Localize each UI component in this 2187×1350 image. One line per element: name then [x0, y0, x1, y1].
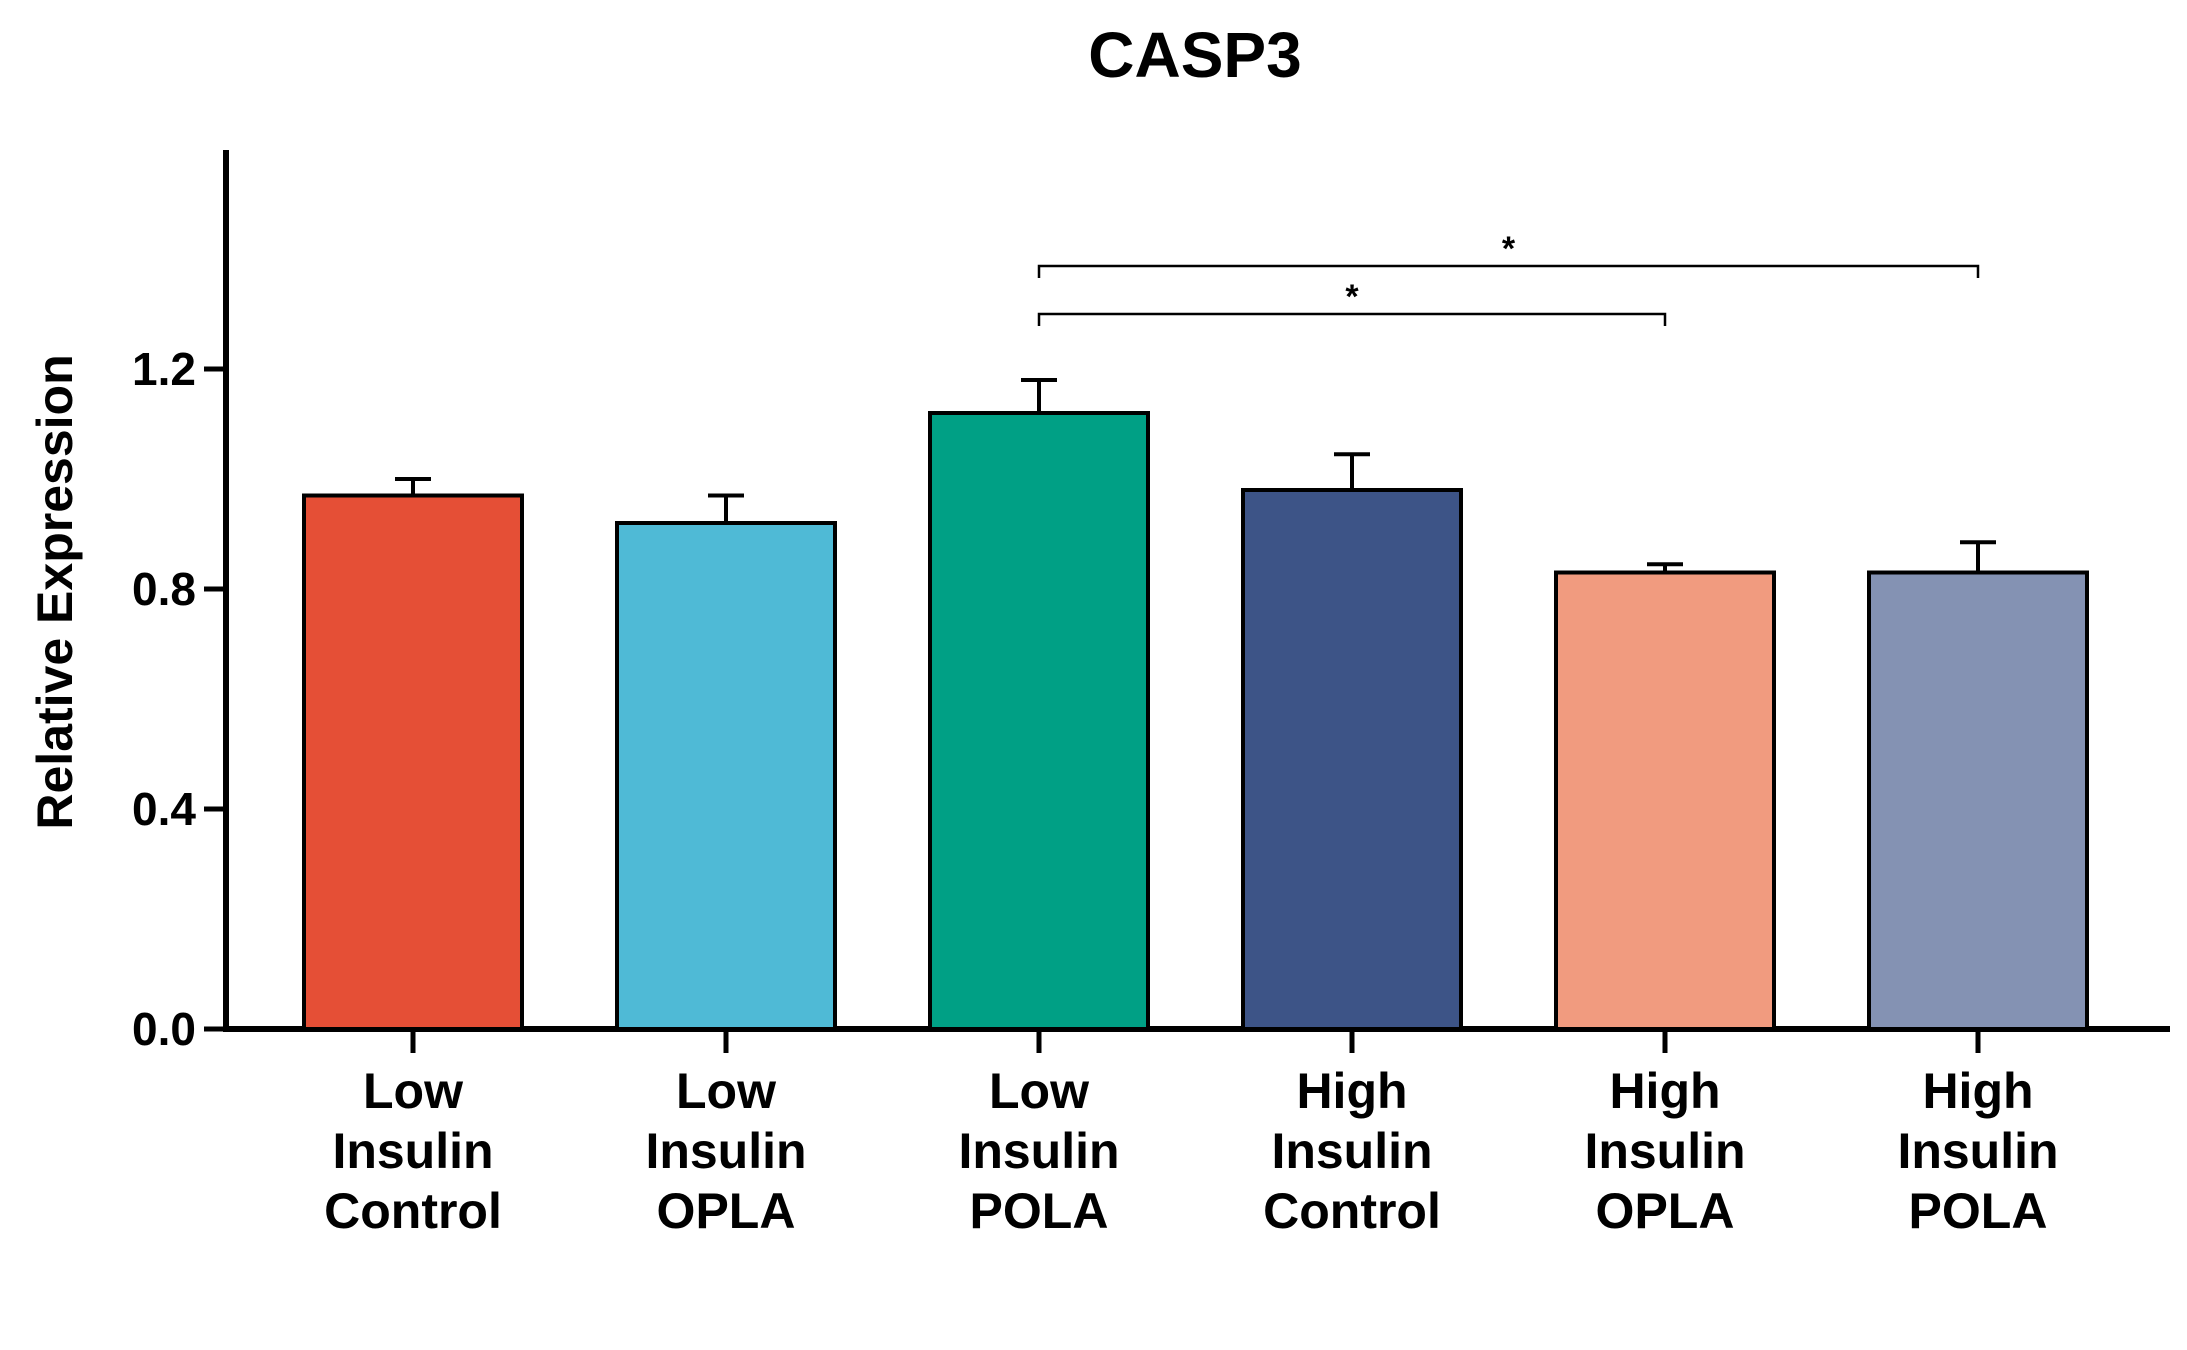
x-tick-label-line: High	[1296, 1063, 1407, 1119]
significance-bracket	[1037, 312, 1667, 326]
x-tick-label: High Insulin Control	[1263, 1063, 1441, 1239]
y-tick-label: 1.2	[132, 343, 196, 395]
x-tick-label: High Insulin OPLA	[1584, 1063, 1745, 1239]
y-tick-label: 0.0	[132, 1003, 196, 1055]
x-tick-label-line: High	[1922, 1063, 2033, 1119]
significance-label: *	[1345, 278, 1359, 316]
x-tick-label-line: Low	[676, 1063, 776, 1119]
y-axis-label: Relative Expression	[27, 354, 83, 829]
x-tick-label-line: Insulin	[332, 1123, 493, 1179]
x-tick-label-line: Low	[989, 1063, 1089, 1119]
y-tick-label: 0.4	[132, 783, 196, 835]
x-tick-label-line: Insulin	[958, 1123, 1119, 1179]
x-tick-label: High Insulin POLA	[1897, 1063, 2058, 1239]
bar	[1241, 488, 1463, 1031]
x-tick-label-line: Insulin	[1271, 1123, 1432, 1179]
x-tick-label-line: OPLA	[657, 1183, 796, 1239]
x-tick-label-line: POLA	[970, 1183, 1109, 1239]
x-tick-label-line: High	[1609, 1063, 1720, 1119]
bar	[1554, 570, 1776, 1031]
x-tick-label-line: Control	[1263, 1183, 1441, 1239]
y-tick-label: 0.8	[132, 563, 196, 615]
x-tick-label-line: POLA	[1909, 1183, 2048, 1239]
chart-title: CASP3	[1088, 19, 1301, 91]
significance-label: *	[1502, 230, 1516, 268]
x-tick-label-line: Low	[363, 1063, 463, 1119]
bar	[1867, 570, 2089, 1031]
x-tick-label: Low Insulin Control	[324, 1063, 502, 1239]
bar	[615, 521, 837, 1031]
x-tick-label: Low Insulin OPLA	[645, 1063, 806, 1239]
significance-bracket	[1037, 264, 1980, 278]
bar	[302, 493, 524, 1031]
x-tick-label: Low Insulin POLA	[958, 1063, 1119, 1239]
x-tick-label-line: Control	[324, 1183, 502, 1239]
bar	[928, 411, 1150, 1031]
x-tick-label-line: Insulin	[1897, 1123, 2058, 1179]
x-tick-label-line: Insulin	[1584, 1123, 1745, 1179]
x-tick-label-line: OPLA	[1596, 1183, 1735, 1239]
x-tick-label-line: Insulin	[645, 1123, 806, 1179]
